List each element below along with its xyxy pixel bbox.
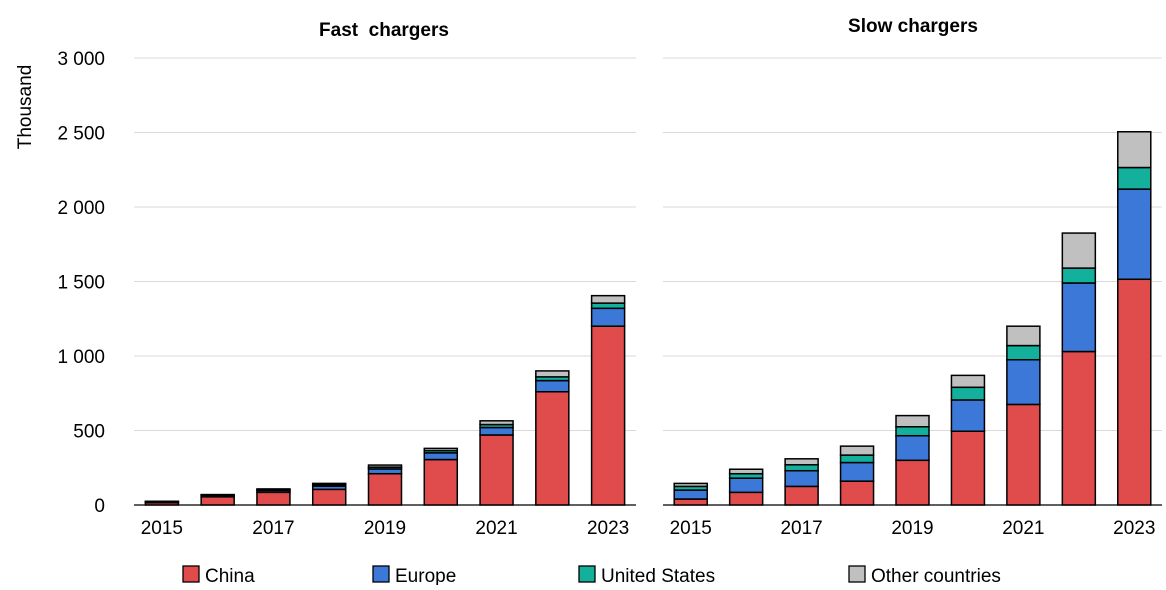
legend-item: Europe (372, 565, 456, 587)
bar-segment-other-countries (535, 370, 570, 378)
y-tick-label: 500 (73, 422, 105, 443)
y-tick-label: 0 (94, 496, 105, 517)
y-tick-label: 2 500 (57, 124, 105, 145)
bar-segment-europe (784, 469, 819, 488)
y-tick-label: 3 000 (57, 49, 105, 70)
legend-label: United States (601, 566, 715, 585)
bar-segment-europe (728, 477, 764, 494)
y-tick-label: 1 500 (57, 273, 105, 294)
x-tick-label: 2019 (364, 518, 406, 539)
x-tick-label: 2019 (891, 518, 933, 539)
bar-segment-china (1061, 350, 1097, 506)
bar-segment-other-countries (311, 482, 347, 486)
bar-segment-china (728, 491, 764, 506)
bar-segment-united-states (895, 426, 930, 437)
x-tick-label: 2015 (670, 518, 712, 539)
legend-swatch (578, 565, 596, 583)
bar-segment-united-states (1061, 267, 1097, 284)
fast-chargers-panel: 0 500 1 000 1 500 2 000 2 500 3 000 2015 2017 201… (57, 49, 636, 539)
bar-segment-europe (839, 461, 875, 482)
bar-segment-other-countries (1061, 232, 1097, 269)
bar-segment-other-countries (950, 374, 986, 389)
bar-segment-europe (423, 452, 459, 461)
legend-swatch (848, 565, 866, 583)
bar-segment-china (1006, 403, 1041, 506)
legend-item: Other countries (848, 565, 1001, 587)
bar-segment-europe (590, 307, 626, 327)
bar-segment-united-states (950, 386, 986, 401)
slow-chargers-panel: 2015 2017 2019 2021 2023 (663, 57, 1162, 539)
bar-segment-europe (479, 426, 514, 436)
legend: China Europe United States Other countries (182, 565, 1001, 587)
bar-segment-china (590, 325, 626, 506)
legend-label: Europe (395, 566, 456, 585)
bar-segment-china (784, 485, 819, 506)
bar-segment-europe (673, 489, 708, 500)
slow-chargers-title: Slow chargers (848, 16, 978, 37)
fast-chargers-title: Fast chargers (319, 20, 449, 41)
y-axis-label: Thousand (15, 65, 36, 150)
bar-segment-other-countries (423, 447, 459, 452)
bar-segment-china (673, 498, 708, 506)
bar-segment-united-states (784, 464, 819, 472)
x-tick-label: 2021 (475, 518, 517, 539)
bar-segment-china (367, 472, 403, 506)
x-tick-label: 2021 (1002, 518, 1044, 539)
bar-segment-united-states (590, 302, 626, 310)
bar-segment-europe (1061, 282, 1097, 353)
bar-segment-china (950, 430, 986, 506)
legend-label: Other countries (871, 566, 1001, 585)
bar-segment-europe (535, 379, 570, 393)
bar-segment-other-countries (144, 500, 180, 503)
bar-segment-china (200, 496, 235, 506)
bar-segment-other-countries (1117, 131, 1152, 169)
x-tick-label: 2015 (141, 518, 183, 539)
bar-segment-other-countries (200, 493, 235, 496)
bar-segment-china (839, 480, 875, 506)
y-tick-label: 2 000 (57, 198, 105, 219)
bar-segment-united-states (839, 454, 875, 464)
legend-label: China (205, 566, 255, 585)
bar-segment-china (535, 391, 570, 506)
bar-segment-other-countries (784, 458, 819, 466)
bar-segment-europe (950, 399, 986, 432)
bar-segment-other-countries (1006, 325, 1041, 347)
bar-segment-other-countries (367, 464, 403, 468)
bar-segment-united-states (1117, 166, 1152, 190)
bar-segment-other-countries (839, 445, 875, 456)
bar-segment-other-countries (256, 488, 291, 491)
bar-segment-china (479, 434, 514, 506)
bar-segment-china (423, 458, 459, 506)
bar-segment-europe (1117, 188, 1152, 281)
legend-item: United States (578, 565, 715, 587)
bar-segment-united-states (1006, 344, 1041, 361)
legend-swatch (372, 565, 390, 583)
x-tick-label: 2023 (1113, 518, 1155, 539)
bar-segment-china (311, 488, 347, 506)
x-tick-label: 2017 (780, 518, 822, 539)
bar-segment-europe (895, 434, 930, 462)
bar-segment-china (1117, 278, 1152, 506)
y-tick-label: 1 000 (57, 347, 105, 368)
bar-segment-other-countries (479, 420, 514, 426)
bar-segment-china (895, 459, 930, 506)
bar-segment-other-countries (895, 414, 930, 428)
bar-segment-china (256, 491, 291, 506)
bar-segment-europe (1006, 358, 1041, 406)
bar-segment-other-countries (673, 482, 708, 488)
bar-segment-other-countries (728, 468, 764, 475)
legend-item: China (182, 565, 255, 587)
legend-swatch (182, 565, 200, 583)
bar-segment-other-countries (590, 294, 626, 304)
x-tick-label: 2017 (252, 518, 294, 539)
x-tick-label: 2023 (587, 518, 629, 539)
